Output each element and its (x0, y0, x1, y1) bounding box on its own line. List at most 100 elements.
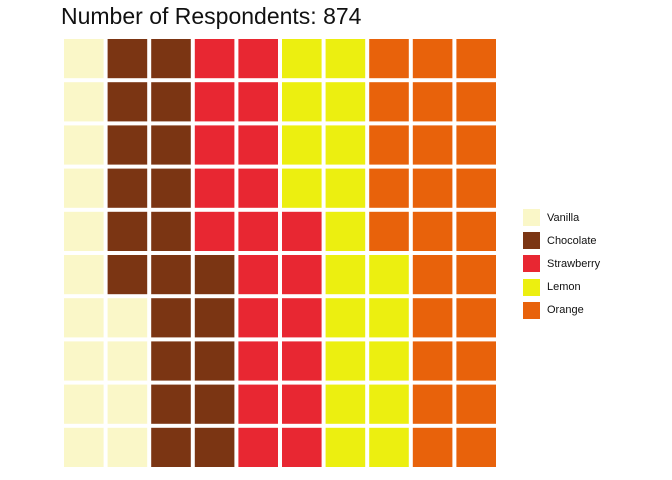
waffle-cell-chocolate (151, 384, 191, 424)
waffle-cell-orange (369, 39, 409, 79)
waffle-cell-lemon (369, 427, 409, 467)
waffle-cell-orange (456, 125, 496, 165)
waffle-cell-strawberry (282, 255, 322, 295)
legend: Vanilla Chocolate Strawberry Lemon Orang… (523, 206, 600, 322)
legend-label-vanilla: Vanilla (547, 211, 580, 224)
waffle-cell-chocolate (151, 298, 191, 338)
legend-swatch-lemon (523, 278, 540, 296)
waffle-cell-orange (412, 125, 453, 165)
legend-item-orange: Orange (523, 299, 600, 322)
waffle-cell-lemon (325, 384, 366, 424)
waffle-cell-vanilla (64, 384, 104, 424)
waffle-cell-vanilla (64, 125, 104, 165)
legend-item-chocolate: Chocolate (523, 229, 600, 252)
waffle-cell-orange (369, 82, 409, 122)
waffle-cell-vanilla (107, 427, 148, 467)
waffle-cell-chocolate (107, 255, 148, 295)
waffle-cell-strawberry (238, 39, 278, 79)
waffle-cell-strawberry (282, 298, 322, 338)
legend-swatch-strawberry (523, 255, 540, 273)
legend-label-chocolate: Chocolate (547, 234, 597, 247)
waffle-cell-vanilla (64, 211, 104, 251)
waffle-cell-orange (412, 341, 453, 381)
waffle-cell-chocolate (151, 427, 191, 467)
waffle-cell-strawberry (238, 427, 278, 467)
legend-label-lemon: Lemon (547, 281, 581, 294)
waffle-cell-chocolate (107, 39, 148, 79)
waffle-cell-lemon (325, 341, 366, 381)
waffle-cell-chocolate (151, 168, 191, 208)
waffle-cell-vanilla (64, 255, 104, 295)
waffle-cell-vanilla (107, 298, 148, 338)
waffle-cell-lemon (369, 298, 409, 338)
waffle-cell-orange (412, 82, 453, 122)
waffle-cell-orange (369, 125, 409, 165)
waffle-cell-strawberry (194, 39, 235, 79)
waffle-cell-strawberry (238, 298, 278, 338)
waffle-cell-orange (412, 427, 453, 467)
waffle-cell-chocolate (151, 211, 191, 251)
legend-item-strawberry: Strawberry (523, 252, 600, 275)
waffle-cell-orange (456, 255, 496, 295)
waffle-cell-strawberry (194, 168, 235, 208)
waffle-cell-vanilla (107, 341, 148, 381)
waffle-cell-lemon (325, 82, 366, 122)
waffle-cell-orange (456, 341, 496, 381)
waffle-cell-chocolate (107, 168, 148, 208)
waffle-cell-strawberry (238, 384, 278, 424)
waffle-cell-chocolate (151, 341, 191, 381)
waffle-cell-orange (456, 211, 496, 251)
waffle-cell-vanilla (64, 39, 104, 79)
waffle-cell-strawberry (238, 82, 278, 122)
waffle-cell-strawberry (238, 211, 278, 251)
waffle-cell-chocolate (151, 255, 191, 295)
waffle-cell-lemon (282, 82, 322, 122)
waffle-cell-orange (412, 298, 453, 338)
legend-swatch-chocolate (523, 232, 540, 250)
waffle-cell-lemon (325, 211, 366, 251)
waffle-cell-vanilla (64, 341, 104, 381)
waffle-cell-lemon (282, 125, 322, 165)
legend-label-strawberry: Strawberry (547, 257, 601, 270)
waffle-cell-lemon (325, 39, 366, 79)
legend-label-orange: Orange (547, 304, 584, 317)
waffle-cell-vanilla (64, 82, 104, 122)
waffle-cell-orange (412, 39, 453, 79)
waffle-cell-orange (412, 168, 453, 208)
waffle-cell-lemon (282, 168, 322, 208)
waffle-cell-vanilla (64, 168, 104, 208)
waffle-cell-chocolate (151, 82, 191, 122)
legend-swatch-orange (523, 301, 540, 319)
waffle-cell-vanilla (64, 427, 104, 467)
chart-title: Number of Respondents: 874 (61, 3, 362, 29)
waffle-cell-orange (412, 211, 453, 251)
waffle-cell-chocolate (194, 384, 235, 424)
waffle-cell-strawberry (238, 255, 278, 295)
legend-item-vanilla: Vanilla (523, 206, 600, 229)
waffle-cell-strawberry (282, 211, 322, 251)
waffle-cell-lemon (325, 298, 366, 338)
waffle-cell-orange (456, 39, 496, 79)
waffle-cell-orange (456, 384, 496, 424)
legend-swatch-vanilla (523, 209, 540, 227)
waffle-cell-chocolate (194, 341, 235, 381)
waffle-cell-chocolate (194, 255, 235, 295)
waffle-cell-strawberry (282, 384, 322, 424)
waffle-cell-lemon (325, 125, 366, 165)
waffle-cell-orange (369, 168, 409, 208)
waffle-cell-lemon (369, 255, 409, 295)
waffle-cell-chocolate (107, 82, 148, 122)
waffle-cell-lemon (369, 384, 409, 424)
waffle-cell-orange (456, 168, 496, 208)
waffle-cell-chocolate (107, 211, 148, 251)
waffle-cell-strawberry (238, 168, 278, 208)
waffle-cell-strawberry (238, 125, 278, 165)
waffle-cell-orange (456, 82, 496, 122)
waffle-cell-lemon (325, 427, 366, 467)
waffle-cell-chocolate (194, 427, 235, 467)
waffle-cell-chocolate (151, 39, 191, 79)
waffle-cell-lemon (325, 168, 366, 208)
waffle-cell-lemon (369, 341, 409, 381)
waffle-cell-strawberry (238, 341, 278, 381)
waffle-cell-chocolate (107, 125, 148, 165)
